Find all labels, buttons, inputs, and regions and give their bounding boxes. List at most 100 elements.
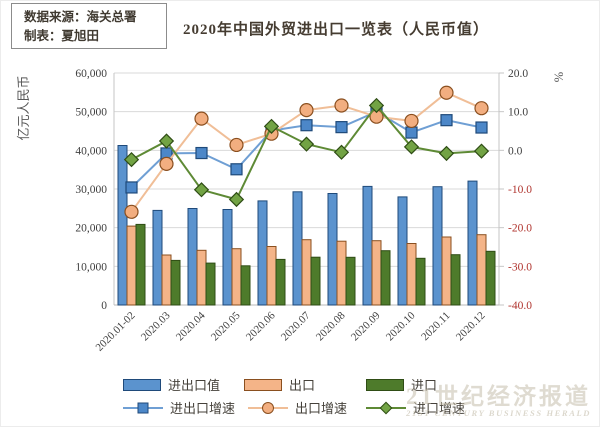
circle-marker-icon	[124, 204, 139, 219]
svg-text:20,000: 20,000	[75, 223, 107, 235]
x-tick-2020.11: 2020.11	[419, 310, 452, 343]
bars	[117, 145, 496, 306]
bar-进出口值-2020.05	[222, 209, 233, 306]
bar-进出口值-2020.04	[187, 208, 198, 306]
diamond-marker-icon	[123, 151, 140, 168]
diamond-marker-icon	[368, 97, 385, 114]
right-axis-tick-labels: -40.0 -30.0 -20.0 -10.0 0.0 10.0 20.0	[508, 68, 532, 312]
bar-出口-2020.06	[266, 246, 277, 306]
bar-进口-2020.09	[380, 250, 391, 306]
square-marker-icon	[335, 121, 348, 134]
diamond-marker-icon	[298, 136, 315, 152]
bar-进口-2020.07	[310, 256, 321, 306]
x-tick-2020.01-02: 2020.01-02	[93, 310, 137, 354]
bar-进出口值-2020.12	[467, 180, 478, 306]
export-value-swatch-icon	[244, 378, 282, 391]
legend-item-total-growth: 进出口增速	[123, 398, 235, 417]
bar-进出口值-2020.03	[152, 209, 163, 306]
legend-label: 进口增速	[413, 401, 466, 416]
x-tick-2020.05: 2020.05	[209, 309, 243, 343]
total-value-swatch-icon	[123, 378, 161, 391]
import-value-swatch-icon	[366, 378, 404, 391]
x-tick-2020.12: 2020.12	[454, 310, 488, 344]
bar-series-出口	[126, 225, 487, 306]
bar-出口-2020.03	[161, 254, 172, 306]
bar-出口-2020.10	[406, 243, 417, 306]
square-marker-icon	[475, 121, 488, 134]
svg-text:20.0: 20.0	[508, 68, 528, 80]
legend-item-import-value: 进口	[366, 375, 437, 394]
line-series-进口增速	[123, 97, 490, 208]
legend-label: 出口	[289, 378, 316, 393]
svg-text:0: 0	[101, 300, 107, 312]
chart-title: 2020年中国外贸进出口一览表（人民币值）	[182, 22, 489, 38]
square-marker-icon	[440, 114, 453, 127]
bar-进口-2020.10	[415, 257, 426, 306]
square-marker-icon	[137, 402, 149, 413]
x-tick-2020.09: 2020.09	[349, 309, 383, 343]
line-series-出口增速	[124, 85, 489, 219]
x-tick-2020.03: 2020.03	[139, 309, 173, 343]
diamond-marker-icon	[193, 182, 210, 198]
bar-进口-2020.01-02	[135, 223, 146, 306]
total-growth-line-key	[123, 401, 163, 415]
circle-marker-icon	[229, 137, 244, 153]
bar-出口-2020.09	[371, 240, 382, 306]
legend-label: 出口增速	[295, 401, 348, 416]
data-source-line: 数据来源：海关总署	[24, 10, 137, 24]
left-axis-tick-labels: 0 10,000 20,000 30,000 40,000 50,000 60,000	[75, 68, 107, 312]
diamond-marker-icon	[158, 133, 175, 149]
square-marker-icon	[405, 126, 418, 139]
svg-text:0.0: 0.0	[508, 145, 523, 157]
diamond-marker-icon	[333, 144, 350, 160]
bar-出口-2020.01-02	[126, 225, 137, 306]
bar-进出口值-2020.01-02	[117, 145, 128, 306]
line-series-进出口增速	[125, 105, 488, 194]
legend-label: 进出口值	[168, 378, 221, 393]
bar-进出口值-2020.08	[327, 193, 338, 306]
right-axis-title: %	[552, 72, 566, 82]
diamond-marker-icon	[438, 145, 455, 162]
bar-进出口值-2020.07	[292, 191, 303, 306]
bar-出口-2020.08	[336, 240, 347, 306]
left-axis-title: 亿元人民币	[16, 75, 31, 140]
x-tick-2020.06: 2020.06	[244, 309, 278, 343]
legend-item-total-value: 进出口值	[123, 375, 220, 394]
x-tick-2020.08: 2020.08	[314, 309, 348, 343]
svg-text:40,000: 40,000	[75, 145, 107, 157]
bar-进出口值-2020.11	[432, 186, 443, 306]
circle-marker-icon	[439, 85, 454, 100]
svg-text:50,000: 50,000	[75, 107, 107, 119]
bar-进口-2020.03	[170, 259, 181, 306]
x-axis-labels: 2020.01-02 2020.03 2020.04 2020.05 2020.06 20…	[93, 309, 487, 353]
svg-text:10.0: 10.0	[508, 107, 528, 119]
x-tick-2020.07: 2020.07	[279, 309, 313, 343]
circle-marker-icon	[474, 101, 489, 116]
svg-text:-10.0: -10.0	[508, 184, 532, 196]
bar-进口-2020.11	[450, 254, 461, 306]
bar-进出口值-2020.06	[257, 200, 268, 306]
bar-进口-2020.12	[485, 250, 496, 306]
bar-出口-2020.12	[476, 234, 487, 306]
svg-text:10,000: 10,000	[75, 261, 107, 273]
square-marker-icon	[125, 181, 138, 194]
chart-author-line: 制表：夏旭田	[24, 29, 100, 44]
bar-进口-2020.05	[240, 265, 251, 306]
diamond-marker-icon	[473, 143, 490, 159]
bar-出口-2020.05	[231, 248, 242, 306]
circle-marker-icon	[299, 103, 314, 118]
diamond-marker-icon	[263, 118, 280, 134]
legend-item-import-growth: 进口增速	[366, 398, 465, 417]
square-marker-icon	[230, 163, 243, 176]
x-tick-2020.10: 2020.10	[384, 309, 418, 343]
legend-label: 进口	[411, 378, 438, 393]
svg-text:-20.0: -20.0	[508, 223, 532, 235]
circle-marker-icon	[159, 156, 174, 171]
x-tick-2020.04: 2020.04	[174, 309, 208, 343]
bar-出口-2020.07	[301, 239, 312, 306]
legend-item-export-growth: 出口增速	[248, 398, 347, 417]
bar-出口-2020.11	[441, 236, 452, 306]
circle-marker-icon	[194, 111, 209, 126]
